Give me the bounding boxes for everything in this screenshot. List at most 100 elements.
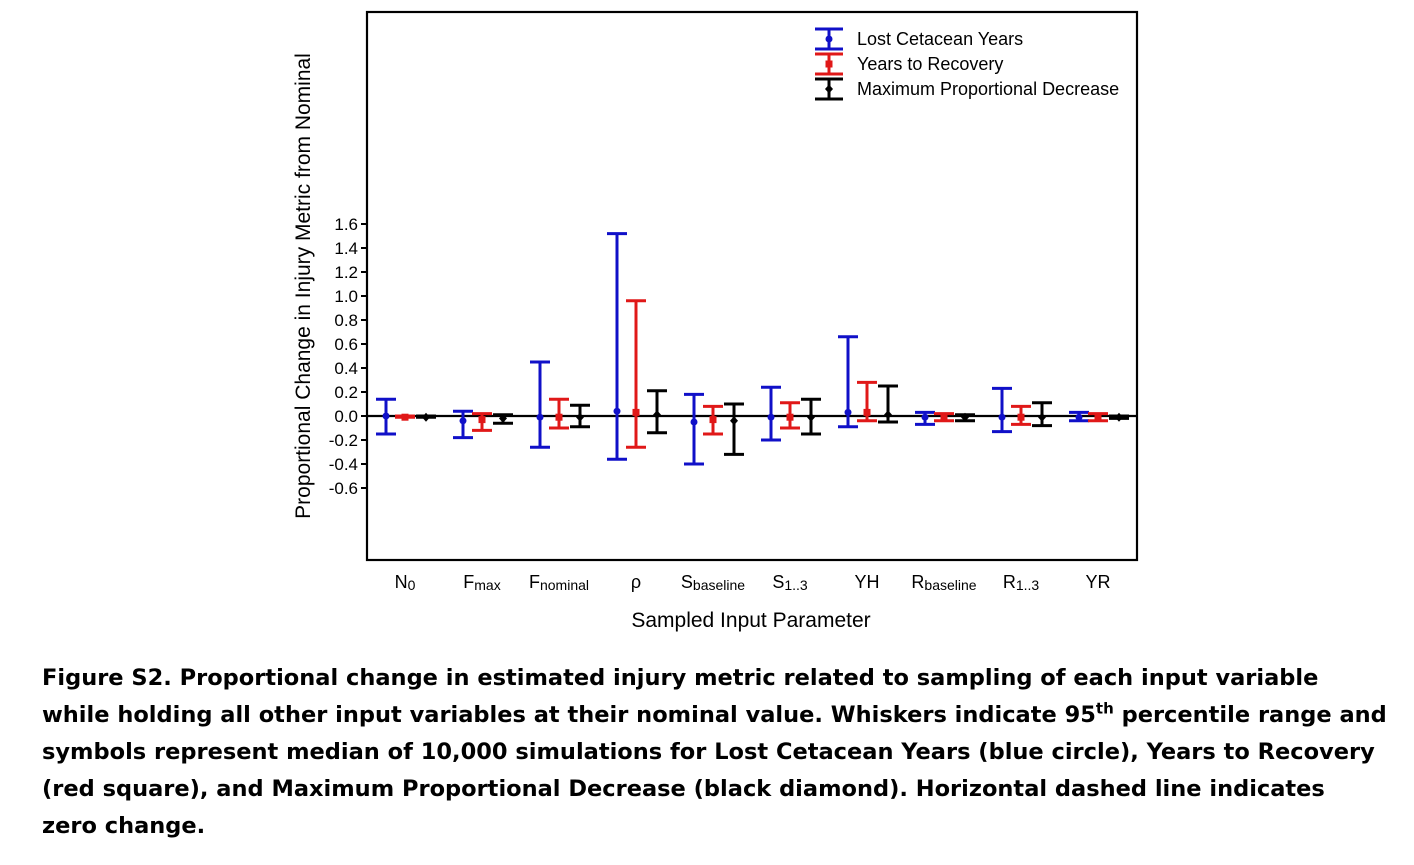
legend-entry-1: Years to Recovery: [815, 52, 1003, 76]
x-category-label: Fmax: [463, 572, 500, 593]
error-bar-1-1: [472, 412, 492, 432]
x-category-label: ρ: [631, 572, 641, 592]
figure-caption: Figure S2. Proportional change in estima…: [42, 660, 1387, 845]
legend-marker-diamond: [825, 84, 833, 94]
legend-entry-2: Maximum Proportional Decrease: [815, 77, 1119, 101]
error-bar-1-9: [1088, 412, 1108, 423]
error-bar-0-3: [607, 232, 627, 461]
error-bar-2-0: [416, 412, 436, 422]
median-marker-diamond: [1038, 412, 1046, 422]
y-tick-label: 0.6: [334, 335, 358, 354]
error-bar-1-6: [857, 380, 877, 423]
axes-group: 1.6 1.4 1.2 1.0 0.8 0.6 0.4 0.2 0.0 -0.2 -0.4 -0.6 N…: [329, 10, 1139, 593]
error-bar-2-8: [1032, 401, 1052, 428]
caption-text-part2: percentile range and symbols represent m…: [42, 702, 1387, 839]
x-category-label: S1..3: [772, 572, 808, 593]
error-bar-1-8: [1011, 404, 1031, 426]
median-marker-diamond: [807, 412, 815, 422]
median-marker-diamond: [730, 416, 738, 426]
error-bar-0-6: [838, 335, 858, 429]
error-bar-2-6: [878, 384, 898, 424]
x-category-label: R1..3: [1003, 572, 1040, 593]
y-tick-label: -0.4: [329, 455, 358, 474]
x-category-sub: 1..3: [784, 577, 808, 593]
error-bar-1-5: [780, 401, 800, 430]
caption-text-part1: Figure S2. Proportional change in estima…: [42, 665, 1319, 728]
median-marker-diamond: [884, 410, 892, 420]
median-marker-circle: [382, 412, 390, 420]
caption-superscript: th: [1095, 699, 1114, 718]
error-bar-0-1: [453, 409, 473, 440]
y-tick-label: 1.4: [334, 239, 358, 258]
y-tick-label: -0.6: [329, 479, 358, 498]
median-marker-diamond: [422, 412, 430, 422]
legend-entry-0: Lost Cetacean Years: [815, 27, 1023, 51]
median-marker-square: [940, 413, 948, 421]
error-bar-2-4: [724, 402, 744, 456]
median-marker-circle: [1075, 413, 1083, 421]
x-category-label: YH: [854, 572, 879, 592]
legend-label: Maximum Proportional Decrease: [857, 79, 1119, 99]
error-bar-1-4: [703, 404, 723, 436]
error-bars-group: [376, 232, 1129, 466]
median-marker-square: [1017, 413, 1025, 421]
median-marker-square: [709, 416, 717, 424]
legend-marker-circle: [825, 35, 833, 43]
y-tick-label: -0.2: [329, 431, 358, 450]
error-bar-2-9: [1109, 412, 1129, 422]
error-bar-2-7: [955, 412, 975, 423]
x-category-label: Sbaseline: [681, 572, 745, 593]
median-marker-circle: [536, 413, 544, 421]
x-category-main: S: [681, 572, 693, 592]
error-bar-1-7: [934, 412, 954, 423]
median-marker-circle: [998, 413, 1006, 421]
x-category-main: R: [911, 572, 924, 592]
y-tick-label: 1.6: [334, 215, 358, 234]
y-tick-label: 0.0: [334, 407, 358, 426]
median-marker-diamond: [576, 412, 584, 422]
x-category-label: Fnominal: [529, 572, 589, 593]
median-marker-square: [1094, 413, 1102, 421]
x-category-label: N0: [395, 572, 416, 593]
y-tick-label: 0.2: [334, 383, 358, 402]
error-bar-1-0: [395, 413, 415, 421]
median-marker-diamond: [1115, 412, 1123, 422]
median-marker-circle: [459, 417, 467, 425]
error-bar-2-1: [493, 413, 513, 425]
x-category-main: F: [463, 572, 474, 592]
median-marker-circle: [844, 408, 852, 416]
error-bar-0-7: [915, 410, 935, 426]
y-tick-label: 1.2: [334, 263, 358, 282]
x-category-main: R: [1003, 572, 1016, 592]
y-axis-title: Proportional Change in Injury Metric fro…: [292, 53, 315, 519]
median-marker-diamond: [653, 410, 661, 420]
error-bar-2-5: [801, 397, 821, 436]
error-bar-0-9: [1069, 410, 1089, 423]
x-category-sub: baseline: [924, 577, 976, 593]
median-marker-circle: [921, 413, 929, 421]
error-bar-0-5: [761, 385, 781, 442]
x-category-sub: baseline: [693, 577, 745, 593]
x-category-main: N: [395, 572, 408, 592]
x-category-sub: max: [474, 577, 500, 593]
error-bar-0-8: [992, 386, 1012, 434]
median-marker-square: [478, 416, 486, 424]
legend-marker-square: [825, 60, 833, 68]
plot-frame: [365, 10, 1139, 562]
median-marker-circle: [613, 407, 621, 415]
error-bar-0-0: [376, 397, 396, 436]
legend: Lost Cetacean Years Years to Recovery Maxi…: [815, 27, 1119, 101]
median-marker-diamond: [499, 413, 507, 423]
x-category-main: F: [529, 572, 540, 592]
x-category-label: Rbaseline: [911, 572, 976, 593]
x-axis-title: Sampled Input Parameter: [631, 609, 870, 632]
median-marker-square: [863, 408, 871, 416]
x-category-main: YR: [1085, 572, 1110, 592]
median-marker-square: [786, 413, 794, 421]
median-marker-square: [632, 408, 640, 416]
error-bar-1-3: [626, 299, 646, 449]
error-bar-chart: 1.6 1.4 1.2 1.0 0.8 0.6 0.4 0.2 0.0 -0.2 -0.4 -0.6 N…: [292, 10, 1139, 632]
median-marker-circle: [690, 418, 698, 426]
legend-label: Lost Cetacean Years: [857, 29, 1023, 49]
x-category-label: YR: [1085, 572, 1110, 592]
